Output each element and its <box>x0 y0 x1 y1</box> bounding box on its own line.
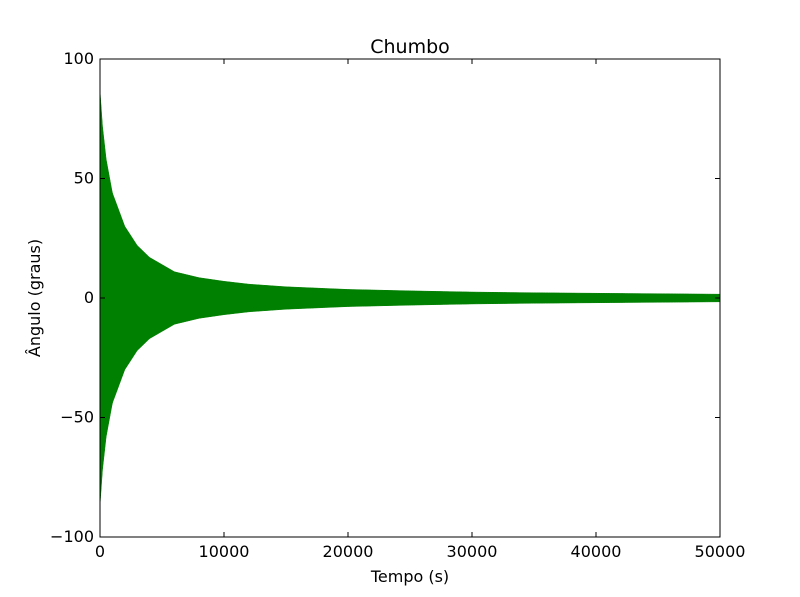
x-axis-label: Tempo (s) <box>370 567 449 586</box>
x-tick-label: 0 <box>95 542 105 561</box>
y-tick-label: 100 <box>63 49 94 68</box>
y-tick-label: 0 <box>84 288 94 307</box>
y-axis-ticks: −100 −50 0 50 100 <box>50 49 720 546</box>
x-tick-label: 50000 <box>695 542 746 561</box>
y-tick-label: −50 <box>60 408 94 427</box>
y-axis-label: Ângulo (graus) <box>25 239 44 357</box>
x-tick-label: 10000 <box>199 542 250 561</box>
y-tick-label: 50 <box>74 169 94 188</box>
x-tick-label: 40000 <box>571 542 622 561</box>
x-axis-ticks: 0 10000 20000 30000 40000 50000 <box>95 59 746 561</box>
x-tick-label: 20000 <box>323 542 374 561</box>
chart-title: Chumbo <box>370 36 450 58</box>
y-tick-label: −100 <box>50 527 94 546</box>
x-tick-label: 30000 <box>447 542 498 561</box>
